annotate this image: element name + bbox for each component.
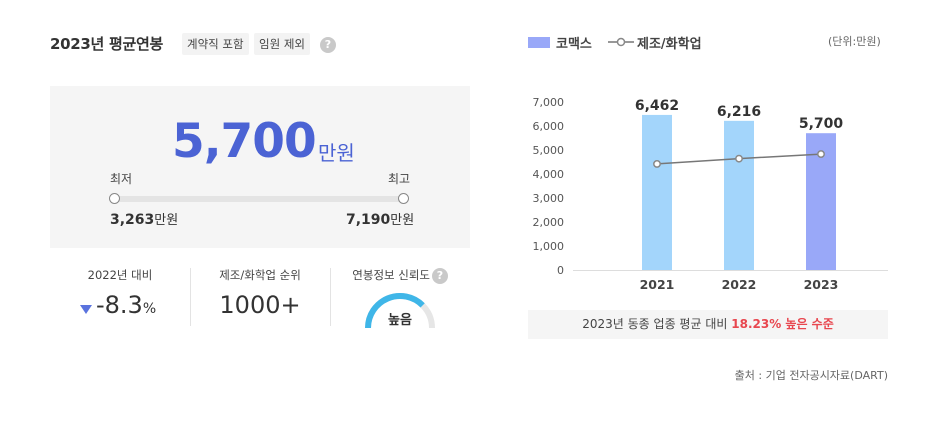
y-tick-label: 4,000: [533, 168, 565, 181]
min-salary: 3,263만원: [110, 209, 178, 228]
bar-2022: [724, 120, 754, 270]
yoy-number: -8.3: [96, 291, 143, 319]
y-tick-label: 3,000: [533, 192, 565, 205]
average-salary-value: 5,700: [172, 114, 317, 169]
divider: [330, 268, 331, 326]
x-tick-label: 2021: [640, 277, 675, 292]
page-title: 2023년 평균연봉: [50, 35, 163, 53]
tag-executives-excluded: 임원 제외: [254, 33, 310, 55]
average-salary-unit: 만원: [318, 141, 355, 165]
bar-2021: [642, 114, 672, 270]
legend-industry-label: 제조/화학업: [637, 37, 702, 52]
yoy-value: -8.3%: [96, 291, 156, 319]
divider: [190, 268, 191, 326]
salary-range-track: [115, 196, 405, 202]
industry-rank-label: 제조/화학업 순위: [219, 268, 301, 282]
y-tick-label: 1,000: [533, 240, 565, 253]
y-tick-label: 7,000: [533, 96, 565, 109]
comparison-text: 2023년 동종 업종 평균 대비: [582, 317, 728, 331]
comparison-highlight: 18.23% 높은 수준: [731, 317, 834, 331]
data-label: 6,216: [717, 104, 761, 120]
industry-comparison: 2023년 동종 업종 평균 대비 18.23% 높은 수준: [528, 310, 888, 339]
salary-bar-chart: 0 1,000 2,000 3,000 4,000 5,000 6,000 7,000 6,46…: [533, 96, 888, 292]
max-label: 최고: [388, 172, 411, 186]
min-salary-unit: 만원: [154, 213, 179, 228]
legend-swatch-company: [528, 37, 550, 48]
min-label: 최저: [110, 172, 133, 186]
x-tick-label: 2023: [804, 277, 839, 292]
industry-avg-point: [735, 154, 743, 163]
triangle-down-icon: [80, 305, 92, 314]
y-tick-label: 2,000: [533, 216, 565, 229]
salary-summary-box: [50, 86, 470, 248]
yoy-label: 2022년 대비: [87, 268, 153, 282]
question-circle-icon[interactable]: ?: [320, 37, 336, 53]
yoy-unit: %: [142, 301, 157, 317]
max-salary-unit: 만원: [390, 213, 415, 228]
tag-contract-included: 계약직 포함: [182, 33, 249, 55]
question-circle-icon[interactable]: ?: [432, 268, 448, 284]
reliability-gauge: [365, 293, 435, 329]
range-max-marker: [398, 193, 409, 204]
data-label: 6,462: [635, 98, 679, 114]
legend-line-industry: [608, 37, 634, 47]
industry-avg-point: [653, 159, 661, 168]
industry-avg-point: [817, 150, 825, 159]
reliability-level: 높음: [388, 313, 412, 328]
range-min-marker: [109, 193, 120, 204]
y-tick-label: 0: [557, 264, 564, 277]
y-tick-label: 6,000: [533, 120, 565, 133]
legend-company-label: 코맥스: [556, 37, 592, 52]
data-label: 5,700: [799, 116, 844, 132]
min-salary-value: 3,263: [110, 212, 155, 228]
x-tick-label: 2022: [722, 277, 757, 292]
reliability-label: 연봉정보 신뢰도: [352, 268, 430, 282]
max-salary-value: 7,190: [346, 212, 391, 228]
data-source: 출처 : 기업 전자공시자료(DART): [734, 369, 888, 382]
max-salary: 7,190만원: [346, 209, 414, 228]
y-tick-label: 5,000: [533, 144, 565, 157]
reliability-gauge-fill: [365, 293, 425, 329]
industry-rank-value: 1000+: [219, 291, 301, 319]
unit-note: (단위:만원): [828, 35, 881, 48]
